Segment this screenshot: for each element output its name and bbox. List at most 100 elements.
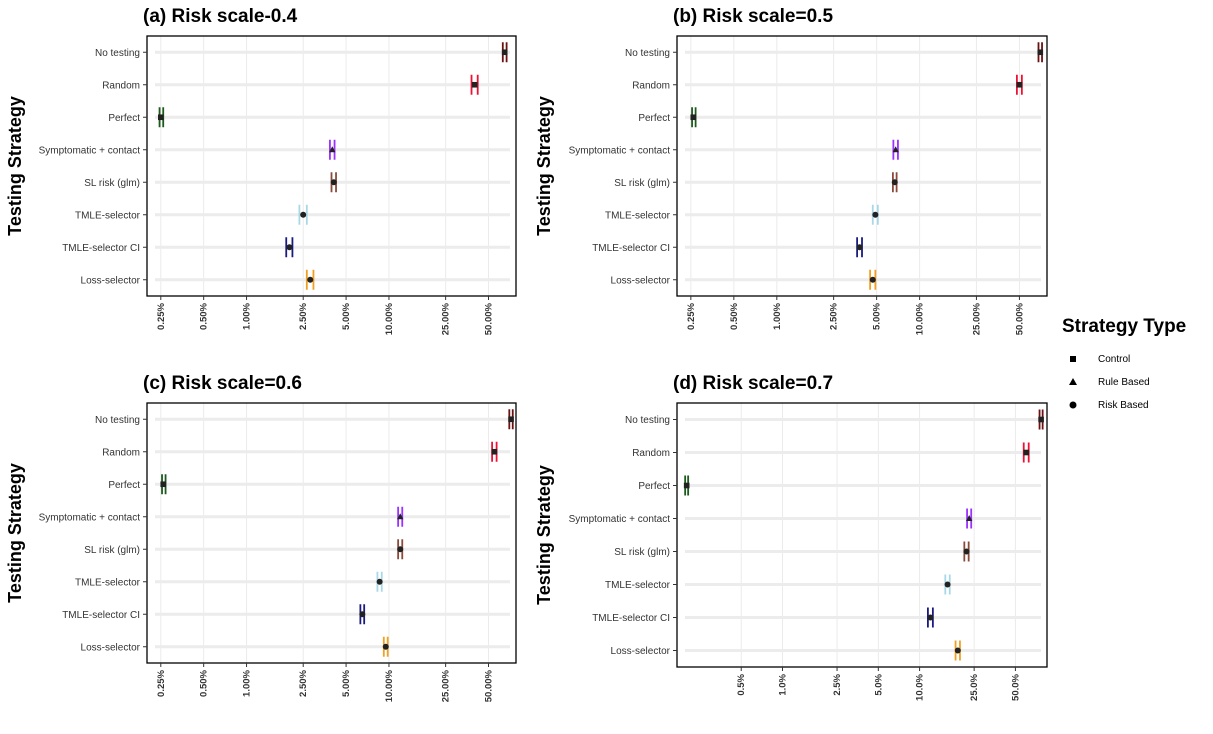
circle-marker-icon (1069, 401, 1077, 409)
x-tick-label: 50.00% (1014, 302, 1025, 335)
x-tick-label: 25.0% (969, 673, 980, 700)
y-tick-label-symptomatic-contact: Symptomatic + contact (569, 145, 671, 156)
x-tick-label: 0.25% (156, 302, 167, 329)
data-point-no-testing (1038, 416, 1044, 423)
data-point-sl-risk-glm (963, 548, 970, 555)
x-tick-label: 25.00% (441, 302, 452, 335)
data-point-tmle-selector-ci (359, 611, 366, 618)
x-tick-label: 5.00% (341, 669, 352, 696)
data-point-tmle-selector-ci (856, 244, 863, 251)
y-tick-label-symptomatic-contact: Symptomatic + contact (39, 512, 141, 523)
y-tick-label-random: Random (632, 80, 670, 91)
x-tick-label: 5.00% (872, 302, 883, 329)
chart-title: (d) Risk scale=0.7 (673, 373, 833, 394)
y-tick-label-symptomatic-contact: Symptomatic + contact (39, 145, 141, 156)
data-point-loss-selector (954, 647, 961, 654)
legend-label-risk-based: Risk Based (1098, 400, 1149, 411)
panel-background (147, 403, 516, 663)
chart-panel-1: (a) Risk scale-0.4 Testing Strategy No tes… (5, 6, 517, 335)
panel-border (676, 35, 1048, 297)
x-tick-label: 10.0% (915, 673, 926, 700)
panel-border (676, 402, 1048, 668)
y-tick-label-loss-selector: Loss-selector (611, 646, 671, 657)
chart-panel-3: (c) Risk scale=0.6 Testing Strategy No tes… (5, 373, 517, 702)
data-point-tmle-selector-ci (286, 244, 293, 251)
y-axis-title: Testing Strategy (534, 96, 554, 236)
x-tick-label: 10.00% (915, 302, 926, 335)
y-tick-label-no-testing: No testing (625, 415, 670, 426)
x-tick-label: 10.00% (384, 669, 395, 702)
square-marker-icon (1070, 356, 1076, 362)
y-tick-label-no-testing: No testing (95, 415, 140, 426)
legend-title: Strategy Type (1062, 316, 1187, 337)
x-tick-label: 2.50% (829, 302, 840, 329)
legend-item-risk-based: Risk Based (1062, 394, 1212, 417)
y-tick-label-tmle-selector-ci: TMLE-selector CI (592, 243, 670, 254)
y-tick-label-perfect: Perfect (108, 480, 140, 491)
y-tick-label-perfect: Perfect (638, 481, 670, 492)
y-tick-label-random: Random (102, 80, 140, 91)
data-point-sl-risk-glm (891, 179, 898, 186)
data-point-random (1016, 81, 1023, 88)
chart-title: (c) Risk scale=0.6 (143, 373, 302, 394)
x-tick-label: 50.0% (1010, 673, 1021, 700)
x-tick-label: 0.25% (686, 302, 697, 329)
data-point-sl-risk-glm (397, 546, 404, 553)
data-point-symptomatic-contact (892, 146, 899, 153)
data-point-sl-risk-glm (330, 179, 337, 186)
x-tick-label: 0.25% (156, 669, 167, 696)
x-tick-label: 0.5% (736, 673, 747, 695)
x-tick-label: 1.00% (242, 302, 253, 329)
y-tick-label-tmle-selector-ci: TMLE-selector CI (62, 243, 140, 254)
chart-title: (a) Risk scale-0.4 (143, 6, 298, 27)
y-tick-label-no-testing: No testing (95, 48, 140, 59)
chart-panel-4: (d) Risk scale=0.7 Testing Strategy No tes… (534, 373, 1048, 701)
x-tick-label: 0.50% (729, 302, 740, 329)
data-point-random (471, 81, 478, 88)
x-tick-label: 50.00% (483, 669, 494, 702)
data-point-no-testing (1037, 49, 1044, 56)
y-tick-label-loss-selector: Loss-selector (81, 642, 141, 653)
x-tick-label: 50.00% (483, 302, 494, 335)
panel-background (147, 36, 516, 296)
data-point-tmle-selector (300, 211, 307, 218)
legend-item-rule-based: Rule Based (1062, 371, 1212, 394)
y-tick-label-random: Random (102, 447, 140, 458)
data-point-tmle-selector (376, 578, 383, 585)
data-point-random (1023, 449, 1030, 456)
legend-item-control: Control (1062, 348, 1212, 371)
data-point-perfect (690, 114, 697, 121)
x-tick-label: 5.00% (341, 302, 352, 329)
y-tick-label-sl-risk-glm: SL risk (glm) (614, 178, 670, 189)
x-tick-label: 0.50% (199, 302, 210, 329)
data-point-tmle-selector (872, 211, 879, 218)
x-tick-label: 5.0% (873, 673, 884, 695)
x-tick-label: 10.00% (384, 302, 395, 335)
panel-border (146, 35, 517, 297)
y-tick-label-sl-risk-glm: SL risk (glm) (614, 547, 670, 558)
y-tick-label-tmle-selector-ci: TMLE-selector CI (592, 613, 670, 624)
chart-panel-2: (b) Risk scale=0.5 Testing Strategy No tes… (534, 6, 1048, 335)
legend-label-control: Control (1098, 354, 1131, 365)
data-point-no-testing (508, 416, 514, 423)
x-tick-label: 0.50% (199, 669, 210, 696)
y-tick-label-tmle-selector: TMLE-selector (75, 210, 141, 221)
y-tick-label-tmle-selector-ci: TMLE-selector CI (62, 610, 140, 621)
y-axis-title: Testing Strategy (5, 96, 25, 236)
y-tick-label-sl-risk-glm: SL risk (glm) (84, 545, 140, 556)
y-tick-label-no-testing: No testing (625, 48, 670, 59)
x-tick-label: 2.50% (298, 302, 309, 329)
x-tick-label: 2.5% (832, 673, 843, 695)
data-point-loss-selector (869, 276, 876, 283)
x-tick-label: 1.00% (242, 669, 253, 696)
panel-border (146, 402, 517, 664)
y-tick-label-loss-selector: Loss-selector (81, 275, 141, 286)
data-point-loss-selector (307, 276, 314, 283)
data-point-symptomatic-contact (329, 146, 336, 153)
y-tick-label-symptomatic-contact: Symptomatic + contact (569, 514, 671, 525)
y-tick-label-sl-risk-glm: SL risk (glm) (84, 178, 140, 189)
y-tick-label-random: Random (632, 448, 670, 459)
y-axis-title: Testing Strategy (5, 463, 25, 603)
chart-title: (b) Risk scale=0.5 (673, 6, 833, 27)
x-tick-label: 25.00% (441, 669, 452, 702)
